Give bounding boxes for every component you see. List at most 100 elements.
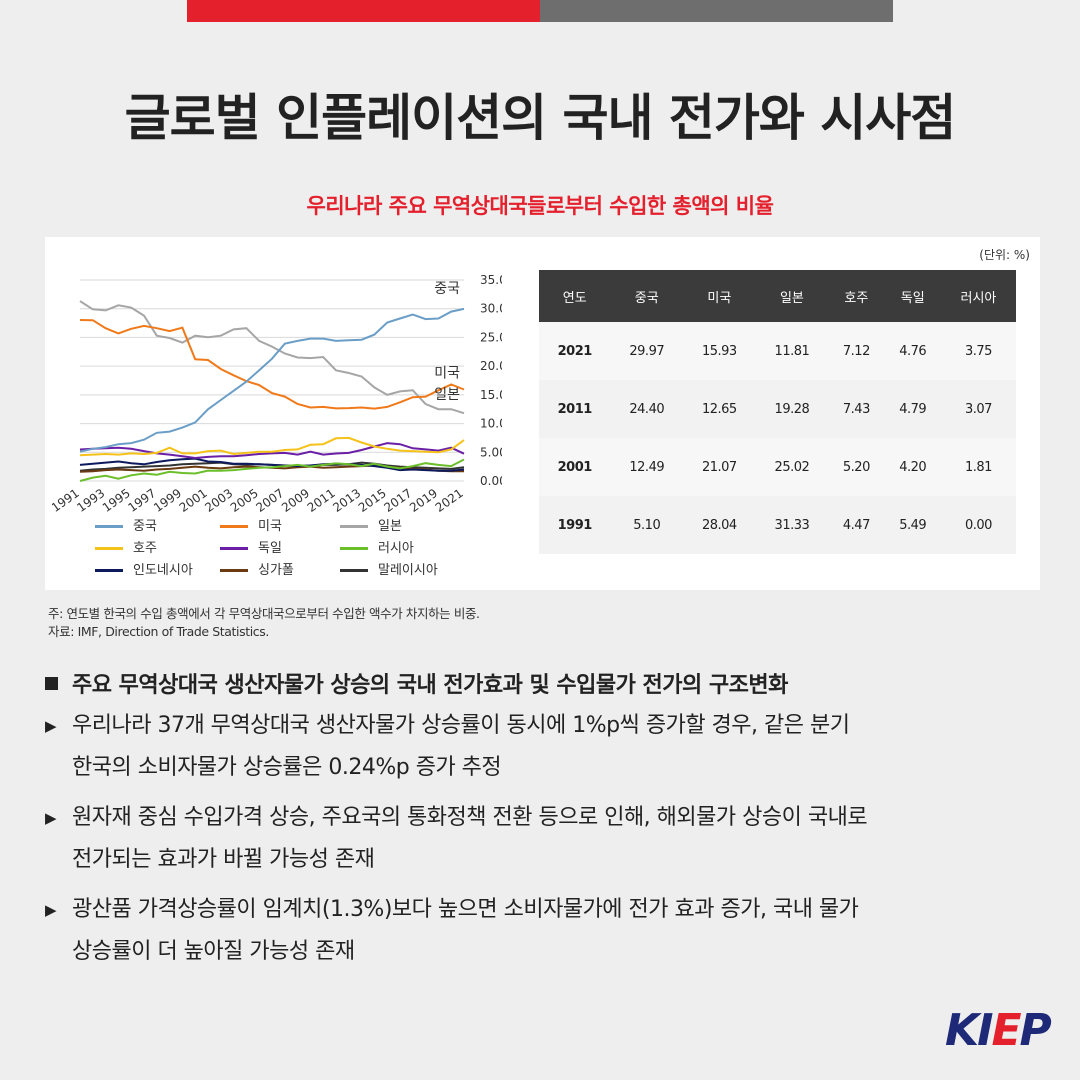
table-cell: 29.97 [610, 322, 684, 380]
table-year-cell: 2001 [539, 438, 611, 496]
table-cell: 24.40 [610, 380, 684, 438]
square-bullet-icon [45, 677, 58, 690]
legend-item: 러시아 [340, 537, 414, 556]
bullet-item: ▶ 원자재 중심 수입가격 상승, 주요국의 통화정책 전환 등으로 인해, 해… [45, 797, 1055, 881]
table-header-cell: 호주 [828, 270, 885, 322]
section-heading-text: 주요 무역상대국 생산자물가 상승의 국내 전가효과 및 수입물가 전가의 구조… [72, 673, 788, 698]
bullet-line: 상승률이 더 높아질 가능성 존재 [72, 939, 355, 964]
table-cell: 7.43 [828, 380, 885, 438]
table-cell: 4.20 [884, 438, 941, 496]
legend-label: 러시아 [378, 541, 414, 556]
legend-label: 싱가폴 [258, 563, 294, 578]
y-tick-label: 20.00 [480, 359, 502, 373]
y-tick-label: 0.00 [480, 474, 502, 488]
chart-subtitle: 우리나라 주요 무역상대국들로부터 수입한 총액의 비율 [306, 194, 774, 218]
bullet-item: ▶ 광산품 가격상승률이 임계치(1.3%)보다 높으면 소비자물가에 전가 효… [45, 889, 1055, 973]
table-header-row: 연도 중국 미국 일본 호주 독일 러시아 [539, 270, 1016, 322]
table-cell: 25.02 [755, 438, 829, 496]
section-heading: 주요 무역상대국 생산자물가 상승의 국내 전가효과 및 수입물가 전가의 구조… [45, 667, 788, 699]
legend-swatch [95, 569, 123, 572]
table-year-cell: 2021 [539, 322, 611, 380]
table-cell: 4.47 [828, 496, 885, 554]
bullet-line: 전가되는 효과가 바뀔 가능성 존재 [72, 847, 375, 872]
table-cell: 7.12 [828, 322, 885, 380]
table-cell: 28.04 [683, 496, 756, 554]
table-cell: 4.79 [884, 380, 941, 438]
table-header-cell: 미국 [683, 270, 756, 322]
top-bar-gray [540, 0, 893, 22]
table-cell: 0.00 [940, 496, 1016, 554]
logo-text: KI [945, 1005, 993, 1056]
legend-item: 말레이시아 [340, 559, 438, 578]
bullet-line: 원자재 중심 수입가격 상승, 주요국의 통화정책 전환 등으로 인해, 해외물… [72, 805, 868, 830]
bullet-line: 한국의 소비자물가 상승률은 0.24%p 증가 추정 [72, 755, 502, 780]
chart-source: 자료: IMF, Direction of Trade Statistics. [48, 624, 269, 639]
table-row: 2011 24.40 12.65 19.28 7.43 4.79 3.07 [539, 380, 1016, 438]
legend-item: 호주 [95, 537, 157, 556]
y-tick-label: 25.00 [480, 330, 502, 344]
table-cell: 19.28 [755, 380, 829, 438]
logo-text-accent: E [991, 1005, 1021, 1056]
series-line-일본 [79, 300, 465, 415]
table-cell: 4.76 [884, 322, 941, 380]
table-cell: 1.81 [940, 438, 1016, 496]
table-cell: 5.10 [610, 496, 684, 554]
unit-label: (단위: %) [979, 248, 1030, 262]
legend-swatch [95, 525, 123, 528]
table-header-cell: 러시아 [940, 270, 1016, 322]
legend-label: 말레이시아 [378, 563, 438, 578]
series-line-인도네시아 [79, 457, 465, 472]
bullet-line: 우리나라 37개 무역상대국 생산자물가 상승률이 동시에 1%p씩 증가할 경… [72, 713, 850, 738]
table-header-cell: 독일 [884, 270, 941, 322]
table-cell: 3.07 [940, 380, 1016, 438]
legend-swatch [220, 525, 248, 528]
legend-label: 인도네시아 [133, 563, 193, 578]
table-row: 2001 12.49 21.07 25.02 5.20 4.20 1.81 [539, 438, 1016, 496]
logo-text: P [1019, 1005, 1052, 1056]
table-cell: 12.49 [610, 438, 684, 496]
y-tick-label: 35.00 [480, 273, 502, 287]
table-cell: 3.75 [940, 322, 1016, 380]
table-cell: 5.49 [884, 496, 941, 554]
series-label: 중국 [434, 281, 460, 297]
series-label: 일본 [434, 387, 460, 403]
legend-swatch [340, 569, 368, 572]
top-bar-red [187, 0, 540, 22]
triangle-right-icon: ▶ [45, 717, 57, 735]
legend-item: 미국 [220, 515, 282, 534]
table-cell: 12.65 [683, 380, 756, 438]
legend-item: 일본 [340, 515, 402, 534]
bullet-item: ▶ 우리나라 37개 무역상대국 생산자물가 상승률이 동시에 1%p씩 증가할… [45, 705, 1055, 789]
table-row: 1991 5.10 28.04 31.33 4.47 5.49 0.00 [539, 496, 1016, 554]
table-row: 2021 29.97 15.93 11.81 7.12 4.76 3.75 [539, 322, 1016, 380]
table-cell: 5.20 [828, 438, 885, 496]
legend-label: 일본 [378, 519, 402, 534]
table-header-cell: 일본 [755, 270, 829, 322]
legend-swatch [220, 569, 248, 572]
triangle-right-icon: ▶ [45, 809, 57, 827]
series-line-미국 [79, 319, 465, 410]
page-title: 글로벌 인플레이션의 국내 전가와 시사점 [124, 89, 957, 147]
legend-item: 중국 [95, 515, 157, 534]
line-chart: 35.0030.0025.0020.0015.0010.005.000.0019… [52, 273, 502, 512]
series-line-호주 [79, 436, 465, 457]
legend-item: 인도네시아 [95, 559, 193, 578]
legend-swatch [340, 547, 368, 550]
legend-label: 호주 [133, 541, 157, 556]
legend-swatch [95, 547, 123, 550]
series-line-러시아 [79, 458, 465, 482]
legend-label: 독일 [258, 541, 282, 556]
legend-swatch [220, 547, 248, 550]
legend-swatch [340, 525, 368, 528]
chart-note: 주: 연도별 한국의 수입 총액에서 각 무역상대국으로부터 수입한 액수가 차… [48, 606, 480, 621]
x-tick-label: 2021 [433, 486, 466, 512]
bullet-line: 광산품 가격상승률이 임계치(1.3%)보다 높으면 소비자물가에 전가 효과 … [72, 897, 859, 922]
legend-label: 미국 [258, 519, 282, 534]
series-line-독일 [79, 442, 465, 460]
table-header-cell: 연도 [539, 270, 611, 322]
table-cell: 21.07 [683, 438, 756, 496]
y-tick-label: 15.00 [480, 388, 502, 402]
table-year-cell: 1991 [539, 496, 611, 554]
series-label: 미국 [434, 366, 460, 382]
legend-item: 싱가폴 [220, 559, 294, 578]
